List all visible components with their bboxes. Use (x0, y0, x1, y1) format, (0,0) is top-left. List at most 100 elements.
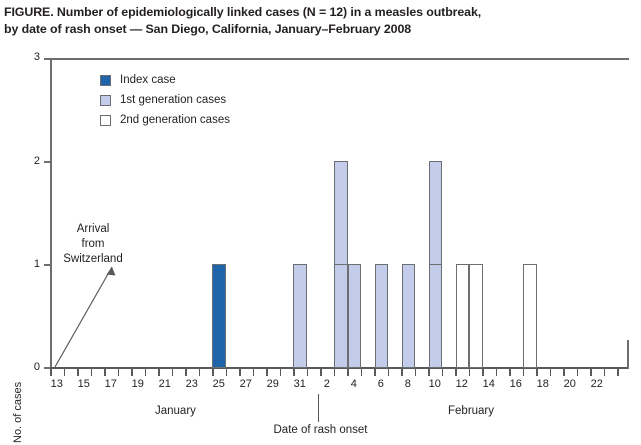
x-tick-label-jan-23: 23 (185, 378, 198, 390)
x-tick-feb-3 (333, 369, 335, 376)
arrival-annotation-line-3: Switzerland (63, 253, 123, 265)
x-tick-label-jan-19: 19 (131, 378, 144, 390)
x-tick-feb-6 (374, 369, 376, 376)
x-tick-jan-28 (252, 369, 254, 376)
x-tick-feb-1 (306, 369, 308, 376)
x-tick-feb-22 (590, 369, 592, 376)
x-tick-label-feb-2: 2 (323, 378, 330, 390)
x-tick-jan-23 (185, 369, 187, 376)
bar-feb-10-first-generation-cell-1 (428, 264, 442, 368)
x-tick-label-feb-20: 20 (563, 378, 576, 390)
x-tick-feb-16 (509, 369, 511, 376)
bar-feb-6-first-generation (374, 264, 388, 368)
legend-label-first-generation: 1st generation cases (120, 94, 227, 106)
bar-feb-12-second-generation (455, 264, 469, 368)
x-tick-feb-5 (360, 369, 362, 376)
x-tick-feb-10 (428, 369, 430, 376)
x-axis-right-end-cap (627, 340, 629, 369)
legend-item-index-case: Index case (100, 70, 230, 90)
x-tick-label-jan-25: 25 (212, 378, 225, 390)
bar-feb-10-first-generation-cell-2 (428, 161, 442, 265)
x-tick-jan-19 (131, 369, 133, 376)
arrival-annotation-line-2: from (81, 238, 105, 250)
y-tick-0 (44, 367, 50, 369)
bar-feb-17-second-generation (523, 264, 537, 368)
legend-label-index-case: Index case (120, 74, 176, 86)
figure-title-line-1: FIGURE. Number of epidemiologically link… (4, 5, 482, 19)
legend-label-second-generation: 2nd generation cases (120, 114, 230, 126)
x-tick-feb-8 (401, 369, 403, 376)
bar-feb-13-second-generation (469, 264, 483, 368)
x-tick-jan-14 (63, 369, 65, 376)
x-tick-jan-31 (293, 369, 295, 376)
x-tick-label-feb-6: 6 (377, 378, 384, 390)
x-tick-label-jan-21: 21 (158, 378, 171, 390)
x-tick-label-jan-17: 17 (104, 378, 117, 390)
x-tick-feb-14 (482, 369, 484, 376)
x-tick-jan-21 (158, 369, 160, 376)
bar-feb-8-first-generation (401, 264, 415, 368)
month-divider-tick (318, 394, 320, 422)
arrival-annotation: Arrival from Switzerland (45, 222, 141, 267)
x-tick-label-feb-16: 16 (509, 378, 522, 390)
x-tick-feb-4 (347, 369, 349, 376)
x-tick-jan-25 (212, 369, 214, 376)
x-tick-jan-24 (198, 369, 200, 376)
x-tick-jan-16 (90, 369, 92, 376)
figure-title: FIGURE. Number of epidemiologically link… (4, 4, 638, 38)
x-tick-feb-2 (320, 369, 322, 376)
x-tick-feb-17 (522, 369, 524, 376)
y-tick-label-3: 3 (33, 51, 40, 63)
x-tick-label-feb-18: 18 (536, 378, 549, 390)
plot-top-border (50, 58, 629, 60)
x-tick-label-jan-27: 27 (239, 378, 252, 390)
x-tick-jan-15 (77, 369, 79, 376)
x-axis-line (50, 367, 629, 369)
x-tick-feb-12 (455, 369, 457, 376)
x-tick-feb-18 (536, 369, 538, 376)
legend-swatch-second-generation (100, 114, 111, 126)
bar-jan-31-first-generation (293, 264, 307, 368)
x-tick-label-feb-8: 8 (404, 378, 411, 390)
y-tick-label-2: 2 (33, 155, 40, 167)
x-tick-label-feb-12: 12 (455, 378, 468, 390)
legend-item-second-generation: 2nd generation cases (100, 110, 230, 130)
x-tick-jan-22 (171, 369, 173, 376)
bar-feb-4-first-generation (347, 264, 361, 368)
y-tick-3 (44, 58, 50, 60)
x-tick-label-feb-10: 10 (428, 378, 441, 390)
x-tick-label-jan-13: 13 (50, 378, 63, 390)
figure-title-line-2: by date of rash onset — San Diego, Calif… (4, 22, 412, 36)
arrival-annotation-line-1: Arrival (76, 223, 110, 235)
y-tick-label-1: 1 (33, 258, 40, 270)
x-tick-feb-15 (495, 369, 497, 376)
y-axis-line (50, 58, 52, 369)
x-tick-label-jan-29: 29 (266, 378, 279, 390)
x-tick-label-feb-14: 14 (482, 378, 495, 390)
arrival-annotation-arrow (54, 266, 116, 368)
x-tick-label-jan-15: 15 (77, 378, 90, 390)
x-tick-feb-7 (387, 369, 389, 376)
x-tick-feb-20 (563, 369, 565, 376)
x-tick-feb-23 (603, 369, 605, 376)
y-tick-2 (44, 161, 50, 163)
x-tick-jan-30 (279, 369, 281, 376)
legend-swatch-index-case (100, 74, 111, 86)
x-tick-feb-13 (468, 369, 470, 376)
x-tick-label-feb-22: 22 (590, 378, 603, 390)
x-tick-feb-21 (576, 369, 578, 376)
month-label-january: January (155, 405, 196, 417)
bar-jan-25-index-case (212, 264, 226, 368)
x-tick-jan-13 (50, 369, 52, 376)
legend-swatch-first-generation (100, 94, 111, 106)
x-tick-jan-20 (144, 369, 146, 376)
x-tick-label-feb-4: 4 (350, 378, 357, 390)
legend: Index case 1st generation cases 2nd gene… (100, 70, 230, 130)
legend-item-first-generation: 1st generation cases (100, 90, 230, 110)
bar-feb-3-first-generation-cell-1 (334, 264, 348, 368)
x-tick-feb-11 (441, 369, 443, 376)
x-tick-feb-9 (414, 369, 416, 376)
y-tick-1 (44, 264, 50, 266)
x-tick-feb-19 (549, 369, 551, 376)
x-tick-jan-27 (239, 369, 241, 376)
